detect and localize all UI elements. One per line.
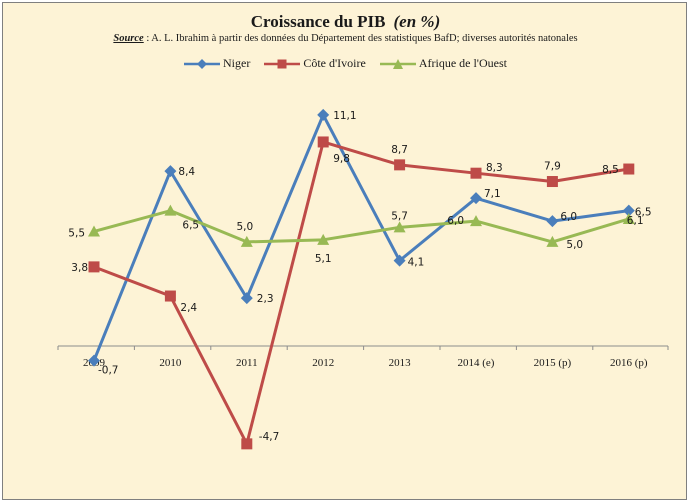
data-label: -0,7 (98, 365, 119, 377)
legend-label-niger: Niger (223, 56, 251, 70)
data-label: 5,0 (236, 221, 253, 233)
title-unit: (en %) (393, 12, 441, 31)
legend-item-afrique-ouest: Afrique de l'Ouest (379, 56, 507, 71)
data-point-diamond (240, 292, 253, 305)
data-point-square (394, 159, 406, 171)
legend-item-cote-divoire: Côte d'Ivoire (264, 56, 366, 71)
data-point-diamond (622, 204, 635, 217)
legend-label-afrique-ouest: Afrique de l'Ouest (418, 56, 507, 70)
data-label: 8,5 (602, 164, 619, 176)
data-point-square (88, 261, 100, 273)
data-label: 6,0 (560, 211, 577, 223)
data-point-diamond (88, 354, 100, 367)
x-tick-label: 2011 (236, 357, 258, 369)
data-point-square (317, 136, 329, 148)
data-label: 8,3 (486, 162, 503, 174)
data-label: -4,7 (259, 431, 280, 443)
series-line-0 (92, 113, 630, 362)
data-point-triangle (393, 221, 406, 233)
chart-title: Croissance du PIB (en %) (0, 12, 691, 32)
x-tick-label: 2010 (159, 357, 182, 369)
chart-frame (2, 2, 687, 500)
data-label: 5,0 (566, 239, 583, 251)
data-point-triangle (622, 212, 635, 224)
data-point-triangle (470, 215, 482, 227)
diamond-marker-icon (184, 58, 221, 69)
data-label: 6,1 (627, 215, 644, 227)
data-label: 6,0 (447, 215, 464, 227)
series-line-1 (93, 140, 630, 446)
x-tick-label: 2015 (p) (534, 357, 572, 369)
data-label: 6,5 (635, 207, 652, 219)
data-label: 5,7 (391, 210, 408, 222)
title-text: Croissance du PIB (250, 12, 386, 31)
source-note: Source : A. L. Ibrahim à partir des donn… (0, 33, 691, 44)
data-label: 6,5 (182, 220, 199, 232)
legend-label-cote-divoire: Côte d'Ivoire (303, 56, 366, 70)
triangle-marker-icon (379, 58, 416, 69)
data-label: 5,1 (315, 253, 332, 265)
data-point-diamond (470, 192, 482, 205)
data-label: 4,1 (408, 257, 425, 269)
data-point-triangle (88, 225, 100, 237)
data-point-diamond (546, 215, 559, 228)
data-label: 8,7 (391, 144, 408, 156)
legend: Niger Côte d'Ivoire Afrique de l'Ouest (0, 56, 691, 71)
data-point-triangle (317, 233, 330, 245)
data-point-square (623, 163, 635, 175)
source-label: Source (113, 33, 144, 44)
data-point-triangle (546, 235, 559, 247)
data-label: 7,1 (484, 188, 501, 200)
data-point-square (164, 290, 176, 302)
data-point-diamond (393, 254, 406, 267)
data-point-diamond (164, 165, 177, 178)
x-tick-label: 2013 (389, 357, 412, 369)
data-label: 5,5 (68, 227, 85, 239)
data-label: 8,4 (178, 166, 195, 178)
x-tick-label: 2012 (312, 357, 334, 369)
data-point-triangle (240, 235, 253, 247)
x-tick-label: 2016 (p) (610, 357, 648, 369)
x-tick-label: 2014 (e) (458, 357, 495, 369)
source-text: : A. L. Ibrahim à partir des données du … (143, 33, 578, 44)
legend-item-niger: Niger (184, 56, 250, 71)
square-marker-icon (264, 59, 301, 68)
data-label: 2,3 (257, 293, 274, 305)
data-label: 7,9 (544, 161, 561, 173)
data-label: 9,8 (333, 153, 350, 165)
data-point-square (546, 176, 558, 188)
data-point-square (241, 438, 253, 450)
series-line-2 (93, 209, 630, 244)
data-point-square (470, 167, 482, 179)
data-label: 2,4 (180, 302, 197, 314)
data-label: 11,1 (333, 110, 356, 122)
data-point-triangle (164, 204, 177, 216)
data-label: 3,8 (71, 262, 88, 274)
data-point-diamond (317, 108, 330, 121)
